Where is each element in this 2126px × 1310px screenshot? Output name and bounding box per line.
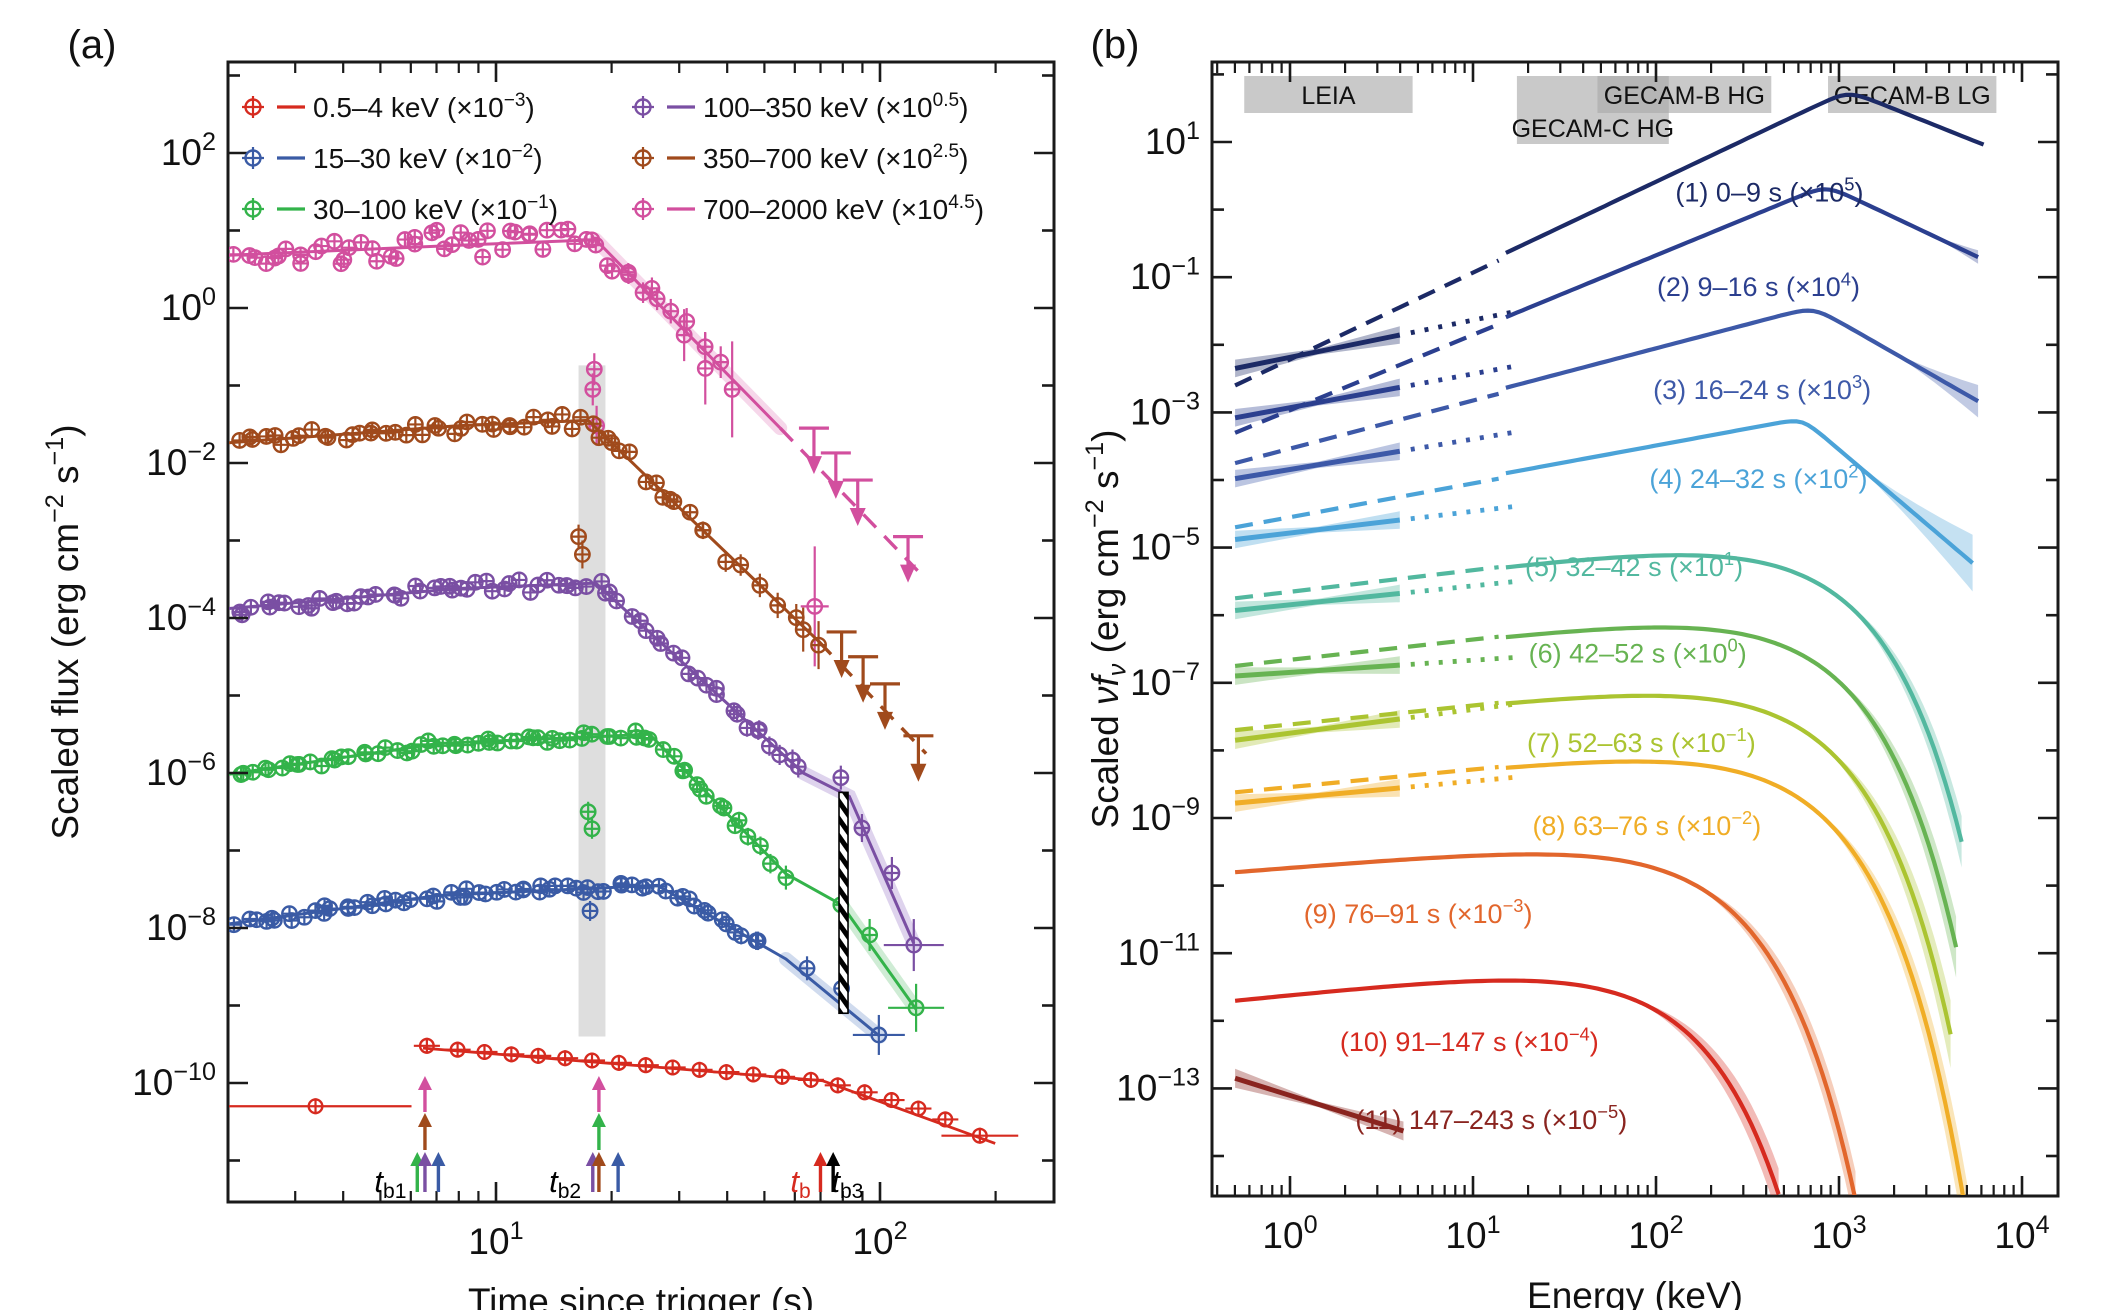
svg-text:102: 102 xyxy=(161,128,216,173)
svg-text:(11) 147–243 s (×10−5): (11) 147–243 s (×10−5) xyxy=(1355,1101,1627,1135)
svg-text:10−3: 10−3 xyxy=(1130,388,1200,433)
spectrum-3 xyxy=(1234,308,1980,488)
spectrum-5 xyxy=(1234,553,1964,868)
series-350-700keV xyxy=(229,406,934,782)
svg-text:10−7: 10−7 xyxy=(1130,658,1200,703)
svg-text:Time since trigger (s): Time since trigger (s) xyxy=(468,1281,814,1310)
spectrum-8 xyxy=(1234,759,1968,1195)
svg-text:15–30 keV (×10−2): 15–30 keV (×10−2) xyxy=(313,141,543,174)
box-LEIA xyxy=(1244,76,1413,113)
legend-panel-a: 0.5–4 keV (×10−3) 15–30 keV (×10−2) 30–100… xyxy=(242,90,984,225)
break-time-arrows: tb1 tb2 tb tb3 xyxy=(374,1076,863,1203)
svg-text:(9) 76–91 s (×10−3): (9) 76–91 s (×10−3) xyxy=(1304,895,1533,929)
svg-text:10−13: 10−13 xyxy=(1116,1064,1200,1109)
svg-text:0.5–4 keV (×10−3): 0.5–4 keV (×10−3) xyxy=(313,90,535,123)
spectrum-6 xyxy=(1234,625,1959,978)
svg-text:(b): (b) xyxy=(1091,23,1140,67)
svg-text:(a): (a) xyxy=(68,23,117,67)
series-100-350keV xyxy=(229,571,944,972)
svg-text:100–350 keV (×100.5): 100–350 keV (×100.5) xyxy=(703,90,968,123)
svg-text:(10) 91–147 s (×10−4): (10) 91–147 s (×10−4) xyxy=(1340,1023,1599,1057)
svg-text:(6) 42–52 s (×100): (6) 42–52 s (×100) xyxy=(1529,635,1747,669)
flare-interval-band xyxy=(578,365,606,1037)
series-15-30keV xyxy=(229,874,905,1055)
svg-text:(3) 16–24 s (×103): (3) 16–24 s (×103) xyxy=(1653,371,1871,405)
panel-a-data xyxy=(229,220,1019,1145)
svg-text:104: 104 xyxy=(1994,1211,2049,1256)
svg-text:10−10: 10−10 xyxy=(132,1058,216,1103)
svg-text:10−1: 10−1 xyxy=(1130,252,1200,297)
spectrum-10 xyxy=(1234,978,1781,1195)
svg-text:(4) 24–32 s (×102): (4) 24–32 s (×102) xyxy=(1649,460,1867,494)
svg-text:Energy (keV): Energy (keV) xyxy=(1527,1275,1743,1310)
svg-text:LEIA: LEIA xyxy=(1301,82,1356,110)
spectrum-11 xyxy=(1234,1068,1405,1141)
svg-text:10−6: 10−6 xyxy=(146,748,216,793)
panel-b-data xyxy=(1234,92,1985,1195)
spectrum-2 xyxy=(1234,187,1979,435)
svg-text:(5) 32–42 s (×101): (5) 32–42 s (×101) xyxy=(1525,548,1743,582)
series-700-2000keV xyxy=(229,220,924,667)
svg-text:(1) 0–9 s (×105): (1) 0–9 s (×105) xyxy=(1675,174,1863,208)
svg-text:10−4: 10−4 xyxy=(146,593,216,638)
series-0.5-4keV xyxy=(229,1037,1019,1145)
svg-text:103: 103 xyxy=(1811,1211,1866,1256)
spectrum-9 xyxy=(1234,852,1857,1195)
svg-text:tb3: tb3 xyxy=(831,1164,863,1203)
svg-text:GECAM-B HG: GECAM-B HG xyxy=(1604,82,1765,110)
svg-text:(2) 9–16 s (×104): (2) 9–16 s (×104) xyxy=(1657,268,1860,302)
svg-text:102: 102 xyxy=(1628,1211,1683,1256)
svg-text:(7) 52–63 s (×10−1): (7) 52–63 s (×10−1) xyxy=(1527,724,1756,758)
spectrum-7 xyxy=(1234,693,1953,1069)
svg-text:101: 101 xyxy=(1445,1211,1500,1256)
svg-text:10−11: 10−11 xyxy=(1118,928,1200,973)
break-time-hatched-bar xyxy=(838,791,849,1015)
svg-text:GECAM-C HG: GECAM-C HG xyxy=(1512,115,1675,143)
svg-text:101: 101 xyxy=(468,1217,523,1262)
svg-text:tb: tb xyxy=(790,1164,810,1203)
svg-text:10−5: 10−5 xyxy=(1130,523,1200,568)
svg-text:10−2: 10−2 xyxy=(146,438,216,483)
spectrum-1 xyxy=(1234,92,1985,388)
svg-text:(8) 63–76 s (×10−2): (8) 63–76 s (×10−2) xyxy=(1532,807,1761,841)
svg-text:10−9: 10−9 xyxy=(1130,793,1200,838)
svg-text:102: 102 xyxy=(852,1217,907,1262)
svg-text:10−8: 10−8 xyxy=(146,903,216,948)
svg-text:Scaled flux (erg cm−2 s−1): Scaled flux (erg cm−2 s−1) xyxy=(41,424,86,839)
svg-text:101: 101 xyxy=(1145,117,1200,162)
svg-text:100: 100 xyxy=(1262,1211,1317,1256)
svg-text:tb2: tb2 xyxy=(549,1164,581,1203)
svg-text:700–2000 keV (×104.5): 700–2000 keV (×104.5) xyxy=(703,192,984,225)
svg-text:tb1: tb1 xyxy=(374,1164,406,1203)
spectrum-4 xyxy=(1234,419,1974,592)
panel-a: 101 102 102 100 10−2 10−4 10−6 10−8 10−10 Time si… xyxy=(41,23,1056,1310)
svg-text:30–100 keV (×10−1): 30–100 keV (×10−1) xyxy=(313,192,558,225)
svg-text:350–700 keV (×102.5): 350–700 keV (×102.5) xyxy=(703,141,968,174)
svg-text:100: 100 xyxy=(161,283,216,328)
svg-text:Scaled νfν (erg cm−2 s−1): Scaled νfν (erg cm−2 s−1) xyxy=(1081,430,1131,829)
